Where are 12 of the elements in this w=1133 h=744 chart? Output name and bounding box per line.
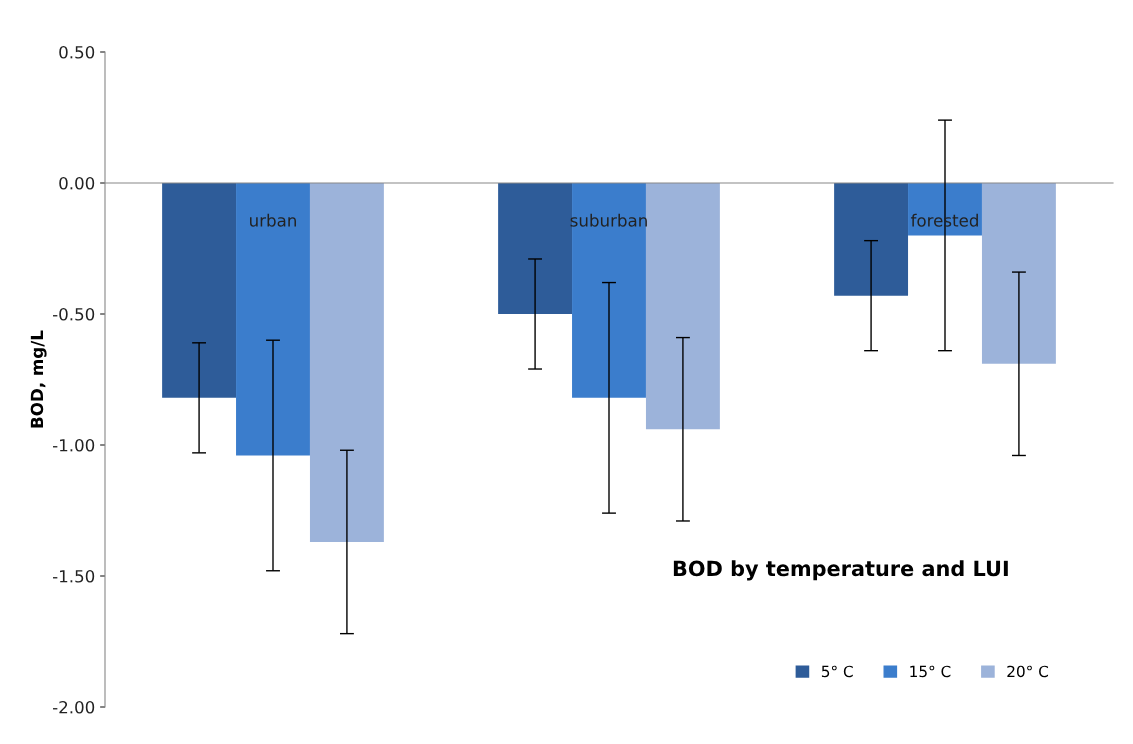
text: BOD by temperature and LUI: [673, 560, 1008, 581]
legend-label: 20° C: [1007, 665, 1049, 678]
y-tick-label: 0.00: [59, 176, 95, 190]
x-tick-label: urban: [250, 213, 296, 227]
y-tick-label: -0.50: [52, 307, 95, 321]
legend-label: 5° C: [821, 665, 853, 678]
y-axis-title: BOD, mg/L: [30, 330, 47, 428]
y-tick-label: -2.00: [52, 700, 95, 714]
y-tick-label: -1.50: [52, 569, 95, 583]
y-tick-label: -1.00: [52, 438, 95, 452]
legend-label: 15° C: [910, 665, 951, 678]
y-tick-label: 0.50: [59, 45, 95, 59]
